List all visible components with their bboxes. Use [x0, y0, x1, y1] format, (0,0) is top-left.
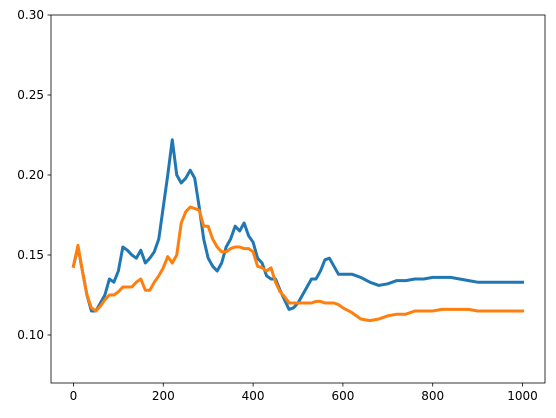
x-tick-label: 1000: [507, 389, 538, 403]
y-tick-label: 0.10: [17, 328, 44, 342]
y-tick-label: 0.30: [17, 8, 44, 22]
y-tick-label: 0.25: [17, 88, 44, 102]
y-tick-label: 0.20: [17, 168, 44, 182]
plot-area: [71, 138, 525, 323]
x-tick-label: 800: [421, 389, 444, 403]
x-tick-label: 0: [70, 389, 78, 403]
line-series: [71, 205, 525, 323]
axes-frame: [50, 14, 546, 384]
line-series: [71, 138, 525, 313]
x-tick-label: 200: [152, 389, 175, 403]
x-tick-label: 600: [331, 389, 354, 403]
x-tick-label: 400: [242, 389, 265, 403]
y-tick-label: 0.15: [17, 248, 44, 262]
